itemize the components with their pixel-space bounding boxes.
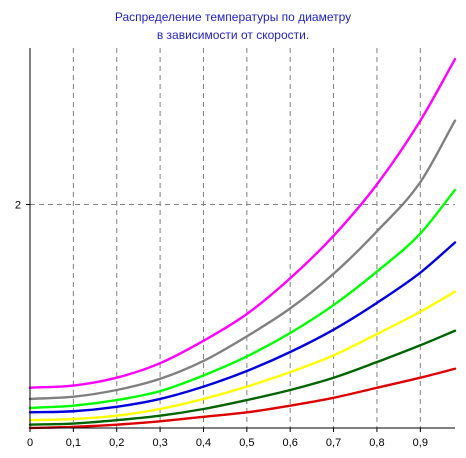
x-tick-label: 0,8 <box>369 437 384 449</box>
x-tick-label: 0,5 <box>239 437 254 449</box>
axes <box>26 48 455 432</box>
series-line-7 <box>28 367 457 430</box>
series-line-6 <box>28 329 457 426</box>
x-tick-label: 0 <box>27 437 33 449</box>
series-line-5 <box>28 290 457 422</box>
series-line-4 <box>28 241 457 414</box>
x-tick-label: 0,2 <box>109 437 124 449</box>
x-tick-label: 0,4 <box>196 437 211 449</box>
y-tick-label: 2 <box>15 199 21 211</box>
series-line-2 <box>28 119 457 401</box>
series-line-3 <box>28 188 457 410</box>
tick-labels: 0 0,1 0,2 0,3 0,4 0,5 0,6 0,7 0,8 0,9 2 <box>15 199 428 449</box>
chart-title-line-2: в зависимости от скорости. <box>156 28 310 42</box>
x-tick-label: 0,6 <box>283 437 298 449</box>
chart-title-line-1: Распределение температуры по диаметру <box>114 10 352 24</box>
x-tick-label: 0,9 <box>413 437 428 449</box>
x-tick-label: 0,1 <box>66 437 81 449</box>
grid <box>30 48 455 428</box>
series-line-1 <box>28 57 457 389</box>
series-group <box>28 57 457 430</box>
x-tick-label: 0,3 <box>152 437 167 449</box>
x-tick-label: 0,7 <box>326 437 341 449</box>
